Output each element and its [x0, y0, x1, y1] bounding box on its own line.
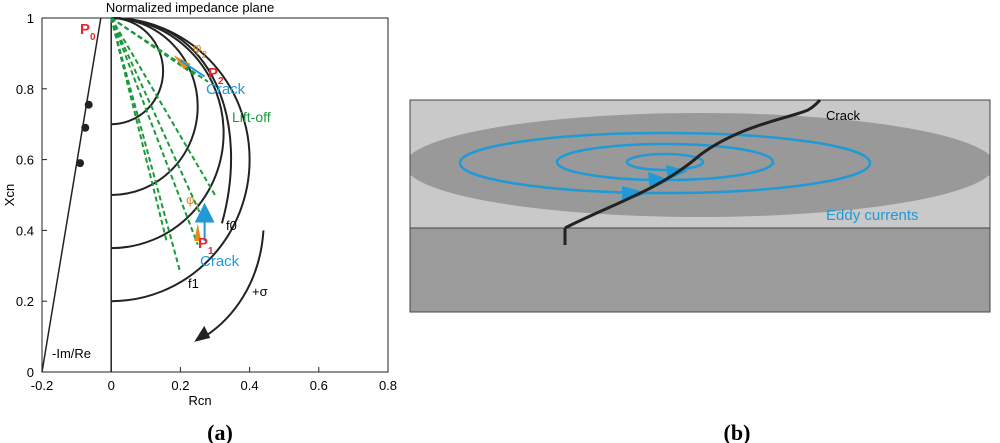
label-sub: 1 — [208, 246, 214, 257]
bottom-layer — [410, 228, 990, 312]
x-tick-label: 0.2 — [171, 378, 189, 393]
x-tick-label: -0.2 — [31, 378, 53, 393]
lift-off-dash — [110, 17, 216, 196]
x-label: Rcn — [188, 393, 211, 408]
y-label: Xcn — [2, 184, 17, 206]
frame — [409, 99, 991, 313]
crack-label: Crack — [826, 108, 860, 123]
label-sub: 1 — [194, 202, 200, 213]
label-main: P — [208, 65, 218, 82]
dot — [84, 100, 93, 109]
lift-off-dash — [110, 17, 199, 245]
label: P2 — [208, 65, 224, 87]
label: -Im/Re — [52, 346, 91, 361]
crack-line — [564, 98, 822, 230]
label-main: φ — [193, 40, 201, 55]
x-tick-label: 0.4 — [241, 378, 259, 393]
lift-off-dash — [110, 17, 206, 224]
label: P0 — [80, 21, 96, 43]
label: P1 — [198, 235, 214, 257]
lift-off-dash — [110, 17, 195, 76]
y-tick-label: 0 — [27, 365, 34, 380]
title: Normalized impedance plane — [106, 0, 274, 15]
y-tick-label: 0.2 — [16, 294, 34, 309]
panel-a: -0.2 0 0.2 0.4 0.6 0.800.20.40.60.81Normalize… — [2, 0, 397, 408]
impedance-curve — [111, 17, 199, 196]
caption: (a) — [207, 420, 233, 443]
label: Crack — [206, 81, 246, 98]
lift-off-dash — [110, 17, 168, 242]
label: f1 — [188, 276, 199, 291]
label: φ2 — [193, 40, 207, 61]
lift-off-line — [41, 17, 102, 373]
label: Crack — [200, 253, 240, 270]
label-main: P — [198, 235, 208, 252]
label-sub: 2 — [201, 50, 207, 61]
eddy-label: Eddy currents — [826, 207, 919, 224]
sigma-head — [194, 325, 211, 342]
x-tick-label: 0 — [108, 378, 115, 393]
impedance-curve — [111, 17, 165, 126]
impedance-curve — [111, 17, 225, 250]
label: f0 — [226, 218, 237, 233]
y-tick-label: 0.4 — [16, 223, 34, 238]
label-main: φ — [186, 192, 194, 207]
sigma-arrow — [204, 230, 265, 338]
label: +σ — [252, 284, 268, 299]
x-tick-label: 0.8 — [379, 378, 397, 393]
y-tick-label: 0.6 — [16, 153, 34, 168]
label: Lift-off — [232, 109, 271, 125]
label-sub: 2 — [218, 76, 224, 87]
label: φ1 — [186, 192, 200, 213]
plot-frame — [41, 17, 389, 373]
dot — [76, 159, 85, 168]
y-tick-label: 1 — [27, 11, 34, 26]
dot — [81, 123, 90, 132]
y-tick-label: 0.8 — [16, 82, 34, 97]
x-tick-label: 0.6 — [310, 378, 328, 393]
panel-b: Crack Eddy currents — [409, 98, 991, 313]
caption: (b) — [724, 420, 751, 443]
crack-vector — [179, 59, 206, 78]
impedance-curve — [111, 17, 233, 224]
label-main: P — [80, 21, 90, 38]
phase-wedge — [194, 223, 202, 242]
impedance-curve — [111, 17, 251, 303]
label-sub: 0 — [90, 32, 96, 43]
